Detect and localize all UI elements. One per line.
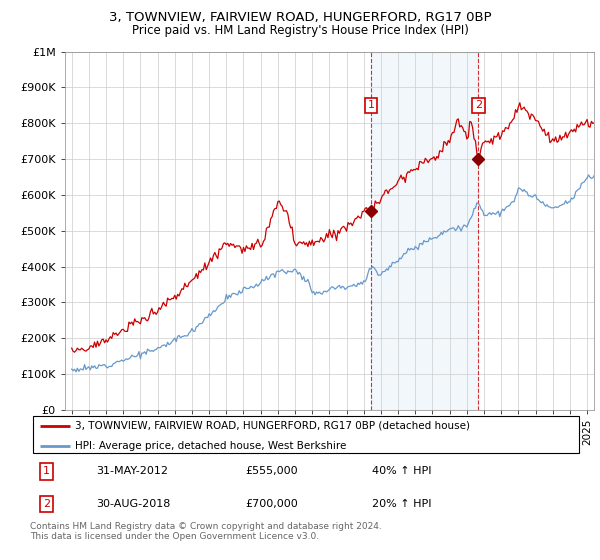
Text: 20% ↑ HPI: 20% ↑ HPI [372, 499, 432, 509]
Text: £700,000: £700,000 [245, 499, 298, 509]
Text: HPI: Average price, detached house, West Berkshire: HPI: Average price, detached house, West… [75, 441, 347, 451]
Text: 1: 1 [43, 466, 50, 477]
Text: 2: 2 [43, 499, 50, 509]
Text: Price paid vs. HM Land Registry's House Price Index (HPI): Price paid vs. HM Land Registry's House … [131, 24, 469, 36]
Text: 3, TOWNVIEW, FAIRVIEW ROAD, HUNGERFORD, RG17 0BP (detached house): 3, TOWNVIEW, FAIRVIEW ROAD, HUNGERFORD, … [75, 421, 470, 431]
Text: 3, TOWNVIEW, FAIRVIEW ROAD, HUNGERFORD, RG17 0BP: 3, TOWNVIEW, FAIRVIEW ROAD, HUNGERFORD, … [109, 11, 491, 24]
Text: Contains HM Land Registry data © Crown copyright and database right 2024.
This d: Contains HM Land Registry data © Crown c… [30, 522, 382, 542]
FancyBboxPatch shape [33, 417, 579, 452]
Text: 31-MAY-2012: 31-MAY-2012 [96, 466, 168, 477]
Text: 2: 2 [475, 100, 482, 110]
Text: 1: 1 [367, 100, 374, 110]
Text: 30-AUG-2018: 30-AUG-2018 [96, 499, 170, 509]
Text: 40% ↑ HPI: 40% ↑ HPI [372, 466, 432, 477]
Text: £555,000: £555,000 [245, 466, 298, 477]
Bar [371, 52, 478, 410]
